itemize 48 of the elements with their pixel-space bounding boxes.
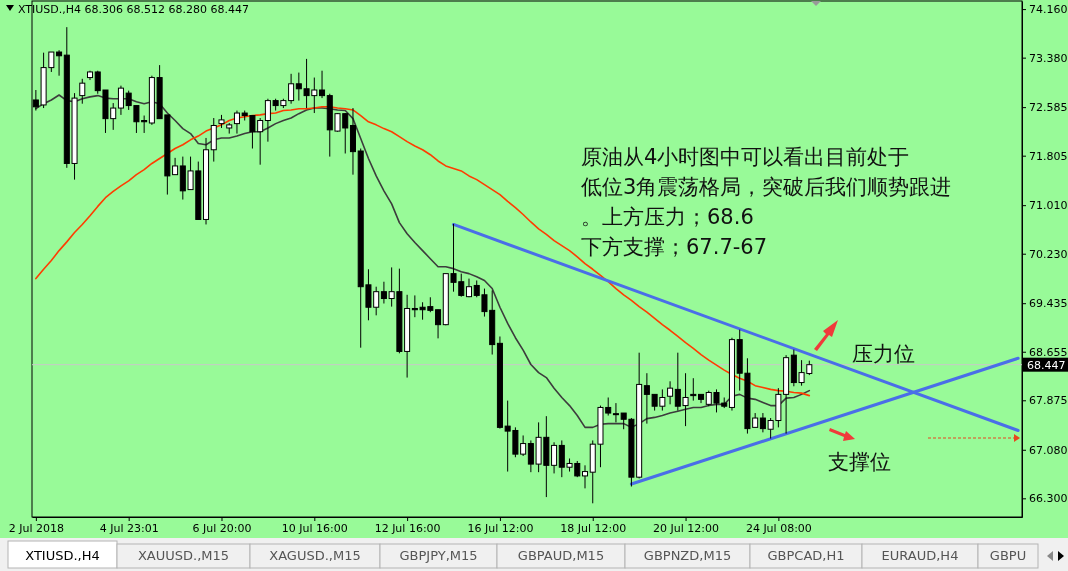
x-tick-label: 10 Jul 16:00 (281, 521, 348, 535)
text: XAGUSD.,M15 (269, 548, 361, 563)
chart-title: XTIUSD.,H4 68.306 68.512 68.280 68.447 (18, 3, 250, 16)
y-tick-label: 68.655 (1029, 345, 1068, 359)
candlestick (581, 464, 589, 489)
annotation: 低位3角震荡格局，突破后我们顺势跟进 (581, 175, 952, 199)
annotation: 压力位 (852, 342, 915, 366)
ref-line-label: 68.447 (1027, 358, 1066, 372)
candlestick (435, 309, 442, 339)
x-tick-label: 20 Jul 12:00 (653, 521, 720, 535)
y-tick-label: 66.300 (1029, 492, 1068, 506)
x-tick-label: 24 Jul 08:00 (745, 521, 812, 535)
x-tick-label: 4 Jul 23:01 (99, 521, 159, 535)
y-tick-label: 69.435 (1029, 297, 1068, 311)
text: GBPCAD,H1 (767, 548, 845, 563)
y-tick-label: 73.380 (1029, 51, 1068, 65)
candlestick (56, 49, 63, 77)
candlestick (667, 380, 674, 405)
y-tick-label: 67.875 (1029, 394, 1068, 408)
y-tick-label: 67.080 (1029, 443, 1068, 457)
x-tick-label: 18 Jul 12:00 (560, 521, 627, 535)
candlestick (233, 110, 240, 135)
y-tick-label: 74.160 (1029, 3, 1068, 17)
text: GBPAUD,M15 (517, 548, 605, 563)
x-tick-label: 6 Jul 20:00 (192, 521, 252, 535)
x-tick-label: 2 Jul 2018 (8, 521, 64, 535)
y-tick-label: 71.010 (1029, 199, 1068, 213)
candlestick (319, 70, 326, 99)
y-tick-label: 70.230 (1029, 247, 1068, 261)
annotation: 下方支撑；67.7-67 (581, 235, 768, 259)
text: GBPJPY,M15 (399, 548, 478, 563)
candlestick (117, 85, 124, 116)
candlestick (612, 402, 619, 423)
annotation: 原油从4小时图中可以看出目前处于 (581, 145, 910, 169)
candlestick (79, 78, 86, 105)
y-tick-label: 72.585 (1029, 101, 1068, 115)
annotation: 。上方压力；68.6 (581, 205, 754, 229)
text: EURAUD,H4 (881, 548, 959, 563)
x-tick-label: 16 Jul 12:00 (467, 521, 534, 535)
text: XTIUSD.,H4 (25, 548, 100, 563)
annotation: 支撑位 (828, 450, 891, 474)
text: XAUUSD.,M15 (137, 548, 230, 563)
y-tick-label: 71.805 (1029, 149, 1068, 163)
candlestick (690, 377, 697, 402)
x-tick-label: 12 Jul 16:00 (374, 521, 441, 535)
text: GBPNZD,M15 (643, 548, 732, 563)
candlestick (551, 441, 558, 474)
text: GBPU (989, 548, 1027, 563)
